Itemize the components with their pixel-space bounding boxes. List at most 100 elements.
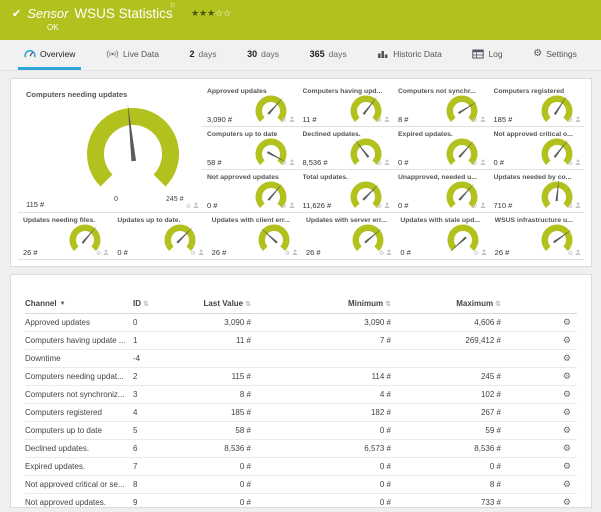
gauge-cell[interactable]: Not approved critical o... 0 # ⚙	[488, 127, 584, 170]
channel-settings-gear-icon[interactable]: ⚙	[562, 443, 571, 453]
tab-overview[interactable]: Overview	[18, 40, 82, 70]
channel-name[interactable]: Computers having update ...	[25, 336, 126, 345]
tab-label: days	[261, 48, 280, 59]
channel-settings-gear-icon[interactable]: ⚙	[562, 497, 571, 507]
channel-name-cell[interactable]: Expired updates.	[25, 457, 133, 476]
gauge-cell[interactable]: Not approved updates 0 # ⚙	[202, 170, 298, 213]
gauge-value: 8 #	[398, 115, 409, 124]
gauge-cell[interactable]: Total updates. 11,626 # ⚙	[297, 170, 393, 213]
channel-name-cell[interactable]: Computers registered	[25, 403, 133, 422]
gauge-cell[interactable]: Updates with server err... 26 # ⚙	[301, 213, 396, 260]
channel-settings-gear-icon[interactable]: ⚙	[562, 425, 571, 435]
gauge-label: Computers not synchr...	[398, 88, 476, 95]
gauge-cell[interactable]: Updates with client err... 26 # ⚙	[206, 213, 301, 260]
overview-icon	[24, 49, 36, 59]
channel-settings-gear-icon[interactable]: ⚙	[562, 371, 571, 381]
col-header-id[interactable]: ID ⇅	[133, 295, 175, 314]
gauge-cell[interactable]: Computers not synchr... 8 # ⚙	[393, 84, 489, 127]
id-cell: 6	[133, 439, 175, 458]
channel-name[interactable]: Not approved updates.	[25, 498, 106, 507]
tab-2-days[interactable]: 2 days	[184, 40, 223, 70]
gear-icon: ⚙	[281, 118, 287, 124]
channel-name-cell[interactable]: Downtime	[25, 349, 133, 368]
channel-name[interactable]: Computers up to date	[25, 426, 102, 435]
channel-name-cell[interactable]: Declined updates.	[25, 439, 133, 458]
col-header-maximum[interactable]: Maximum ⇅	[391, 295, 501, 314]
channel-name-cell[interactable]: Computers up to date	[25, 421, 133, 440]
main-gauge-cell[interactable]: Computers needing updates 115 # 0 245 # …	[18, 84, 202, 213]
tab-label: Log	[488, 48, 503, 59]
gauge-cell[interactable]: Computers up to date 58 # ⚙	[202, 127, 298, 170]
tab-settings[interactable]: ⚙ Settings	[527, 40, 583, 70]
gauge-cell[interactable]: Expired updates. 0 # ⚙	[393, 127, 489, 170]
channel-name-cell[interactable]: Not approved updates.	[25, 493, 133, 507]
gauge-value: 26 #	[211, 248, 227, 257]
col-header-last-value[interactable]: Last Value ⇅	[175, 295, 251, 314]
gauge-cell[interactable]: WSUS infrastructure u... 26 # ⚙	[489, 213, 584, 260]
last-value-cell: 185 #	[175, 403, 251, 422]
gauge-cell[interactable]: Updates needed by co... 710 # ⚙	[488, 170, 584, 213]
channel-name-cell[interactable]: Computers having update ...	[25, 331, 133, 350]
gauge-cell[interactable]: Approved updates 3,090 # ⚙	[202, 84, 298, 127]
channel-name[interactable]: Downtime	[25, 354, 61, 363]
user-icon	[575, 116, 581, 124]
channel-settings-gear-icon[interactable]: ⚙	[562, 353, 571, 363]
gauge-label: Unapproved, needed u...	[398, 174, 477, 181]
tab-365-days[interactable]: 365 days	[304, 40, 353, 70]
gauge-cell[interactable]: Updates up to date. 0 # ⚙	[112, 213, 207, 260]
gauge-dial	[534, 178, 578, 212]
gauge-cell[interactable]: Computers registered 185 # ⚙	[488, 84, 584, 127]
tab-live-data[interactable]: Live Data	[100, 40, 165, 70]
gauge-value: 26 #	[494, 248, 510, 257]
channel-name[interactable]: Declined updates.	[25, 444, 90, 453]
maximum-cell	[391, 349, 501, 368]
table-row: Approved updates 0 3,090 #3,090 #4,606 # ⚙	[25, 313, 577, 332]
channel-name[interactable]: Computers registered	[25, 408, 102, 417]
channel-name-cell[interactable]: Computers needing updat...	[25, 367, 133, 386]
channel-settings-gear-icon[interactable]: ⚙	[562, 317, 571, 327]
col-header-minimum[interactable]: Minimum ⇅	[251, 295, 391, 314]
channel-name[interactable]: Approved updates	[25, 318, 90, 327]
channel-settings-gear-icon[interactable]: ⚙	[562, 407, 571, 417]
user-icon	[575, 159, 581, 167]
channel-name-cell[interactable]: Computers not synchroniz...	[25, 385, 133, 404]
tab-30-days[interactable]: 30 days	[241, 40, 285, 70]
gauge-cell[interactable]: Computers having upd... 11 # ⚙	[297, 84, 393, 127]
gauge-cell[interactable]: Declined updates. 8,536 # ⚙	[297, 127, 393, 170]
gauge-cell[interactable]: Unapproved, needed u... 0 # ⚙	[393, 170, 489, 213]
channel-name[interactable]: Expired updates.	[25, 462, 86, 471]
stars-empty[interactable]: ☆☆	[215, 8, 232, 18]
channel-settings-gear-icon[interactable]: ⚙	[562, 335, 571, 345]
channel-name[interactable]: Not approved critical or se...	[25, 480, 125, 489]
priority-stars[interactable]: ★★★☆☆	[191, 8, 231, 19]
gear-icon: ⚙	[567, 204, 573, 210]
channel-name-cell[interactable]: Approved updates	[25, 313, 133, 332]
gauge-dial	[440, 221, 484, 259]
tab-label: Live Data	[123, 48, 159, 59]
user-icon	[384, 116, 390, 124]
last-value-cell: 0 #	[175, 493, 251, 507]
maximum-cell: 59 #	[391, 421, 501, 440]
gauge-dial	[62, 221, 106, 259]
channel-settings-gear-icon[interactable]: ⚙	[562, 389, 571, 399]
sort-icon: ⇅	[495, 301, 501, 308]
historic-data-icon	[377, 49, 389, 59]
channel-name[interactable]: Computers not synchroniz...	[25, 390, 125, 399]
gauge-mini-icons: ⚙	[285, 249, 298, 257]
channel-name[interactable]: Computers needing updat...	[25, 372, 124, 381]
channel-settings-cell: ⚙	[501, 349, 577, 368]
tab-historic-data[interactable]: Historic Data	[371, 40, 448, 70]
gauge-mini-icons: ⚙	[281, 116, 294, 124]
gauge-cell[interactable]: Updates with stale upd... 0 # ⚙	[395, 213, 490, 260]
stars-filled[interactable]: ★★★	[190, 8, 216, 18]
last-value-cell: 58 #	[175, 421, 251, 440]
gauge-label: Computers having upd...	[302, 88, 383, 95]
gauge-cell[interactable]: Updates needing files. 26 # ⚙	[18, 213, 113, 260]
tab-log[interactable]: Log	[466, 40, 508, 70]
channel-settings-gear-icon[interactable]: ⚙	[562, 461, 571, 471]
col-header-channel[interactable]: Channel ▼	[25, 295, 133, 314]
channel-settings-gear-icon[interactable]: ⚙	[562, 479, 571, 489]
tab-label: Overview	[40, 48, 76, 59]
channel-name-cell[interactable]: Not approved critical or se...	[25, 475, 133, 494]
tab-label: Settings	[546, 48, 577, 59]
